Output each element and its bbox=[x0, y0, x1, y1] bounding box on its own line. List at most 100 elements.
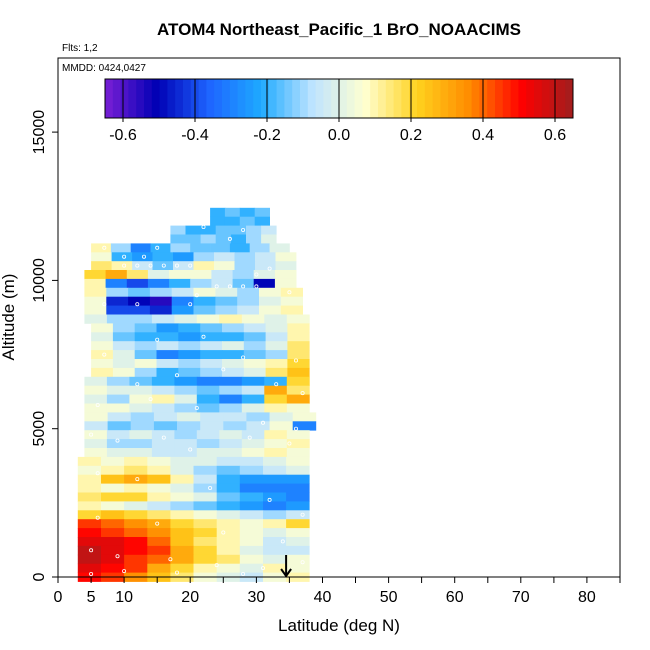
heatmap-cell bbox=[241, 403, 265, 413]
heatmap-cell bbox=[170, 528, 194, 538]
heatmap-cell bbox=[234, 252, 256, 262]
heatmap-cell bbox=[222, 332, 245, 342]
heatmap-cell bbox=[237, 287, 260, 298]
colorbar-swatch bbox=[463, 79, 472, 118]
heatmap-cell bbox=[263, 492, 287, 502]
heatmap-cell bbox=[112, 367, 136, 378]
heatmap-cell bbox=[286, 403, 310, 413]
heatmap-cell bbox=[219, 314, 243, 324]
dates-label: MMDD: 0424,0427 bbox=[62, 63, 146, 74]
heatmap-cell bbox=[101, 563, 125, 573]
heatmap-cell bbox=[263, 456, 287, 467]
heatmap-cell bbox=[91, 359, 114, 369]
sample-point bbox=[122, 254, 127, 259]
sample-point bbox=[260, 420, 265, 425]
x-tick-label: 60 bbox=[446, 589, 464, 606]
heatmap-cell bbox=[216, 483, 241, 493]
heatmap-cell bbox=[216, 510, 241, 520]
heatmap-cell bbox=[243, 367, 266, 378]
heatmap-cell bbox=[129, 376, 153, 387]
heatmap-cell bbox=[196, 376, 220, 387]
heatmap-cell bbox=[246, 225, 262, 235]
heatmap-cell bbox=[170, 474, 194, 484]
sample-point bbox=[89, 572, 94, 577]
heatmap-cell bbox=[214, 252, 235, 262]
heatmap-cell bbox=[124, 483, 148, 493]
heatmap-cell bbox=[152, 261, 174, 271]
heatmap-cell bbox=[193, 483, 217, 493]
flights-label: Flts: 1,2 bbox=[62, 43, 98, 54]
x-tick-label: 10 bbox=[115, 589, 133, 606]
heatmap-cell bbox=[269, 412, 294, 422]
colorbar-swatch bbox=[417, 79, 426, 118]
y-tick-label: 0 bbox=[31, 572, 48, 581]
sample-point bbox=[194, 293, 199, 298]
heatmap-cell bbox=[239, 510, 264, 520]
sample-point bbox=[293, 426, 298, 431]
sample-point bbox=[241, 227, 246, 232]
heatmap-cell bbox=[111, 261, 133, 271]
heatmap-cell bbox=[84, 412, 108, 422]
heatmap-cell bbox=[219, 376, 243, 387]
heatmap-cell bbox=[170, 243, 191, 253]
colorbar-swatch bbox=[292, 79, 301, 118]
heatmap-cell bbox=[200, 350, 223, 360]
colorbar-tick-label: -0.6 bbox=[109, 127, 137, 144]
heatmap-cell bbox=[286, 554, 310, 565]
colorbar-swatch bbox=[424, 79, 433, 118]
heatmap-cell bbox=[77, 554, 102, 565]
heatmap-cell bbox=[269, 243, 290, 253]
heatmap-cell bbox=[215, 287, 238, 298]
heatmap-cell bbox=[111, 252, 133, 262]
heatmap-cell bbox=[156, 359, 179, 369]
heatmap-cell bbox=[124, 554, 148, 565]
heatmap-cell bbox=[264, 430, 288, 440]
sample-point bbox=[188, 302, 193, 307]
heatmap-cell bbox=[215, 225, 232, 235]
heatmap-cell bbox=[171, 305, 194, 315]
sample-point bbox=[174, 570, 179, 575]
colorbar-swatch bbox=[331, 79, 340, 118]
colorbar-swatch bbox=[136, 79, 145, 118]
x-axis: 0 5 10 20 30 40 50 60 70 80 bbox=[54, 577, 621, 606]
colorbar-swatch bbox=[144, 79, 153, 118]
heatmap-cell bbox=[106, 376, 130, 387]
heatmap-cell bbox=[147, 545, 171, 556]
heatmap-cell bbox=[222, 350, 245, 360]
colorbar-swatch bbox=[370, 79, 379, 118]
heatmap-cell bbox=[264, 448, 288, 458]
heatmap-cell bbox=[274, 278, 297, 289]
heatmap-cell bbox=[264, 439, 288, 449]
heatmap-cell bbox=[265, 367, 288, 378]
heatmap-cell bbox=[200, 225, 217, 235]
heatmap-cell bbox=[219, 430, 243, 440]
heatmap-cell bbox=[124, 465, 148, 476]
colorbar: -0.6 -0.4 -0.2 0.0 0.2 0.4 0.6 bbox=[104, 78, 574, 144]
colorbar-swatch bbox=[526, 79, 535, 118]
sample-point bbox=[135, 382, 140, 387]
heatmap-cell bbox=[190, 278, 212, 289]
heatmap-cell bbox=[101, 510, 125, 520]
heatmap-cell bbox=[287, 367, 310, 378]
heatmap-cell bbox=[234, 261, 256, 271]
colorbar-swatch bbox=[229, 79, 238, 118]
heatmap-cell bbox=[84, 421, 108, 431]
colorbar-swatch bbox=[315, 79, 324, 118]
heatmap-cell bbox=[239, 501, 264, 511]
heatmap-cell bbox=[77, 474, 102, 484]
heatmap-cell bbox=[210, 216, 226, 226]
sample-point bbox=[274, 382, 279, 387]
sample-point bbox=[161, 263, 166, 268]
heatmap-cell bbox=[77, 501, 102, 511]
sample-point bbox=[260, 566, 265, 571]
colorbar-swatch bbox=[167, 79, 176, 118]
heatmap-cell bbox=[174, 430, 198, 440]
heatmap-cell bbox=[134, 332, 157, 342]
colorbar-swatch bbox=[245, 79, 254, 118]
heatmap-cell bbox=[124, 456, 148, 467]
heatmap-cell bbox=[107, 421, 132, 431]
heatmap-cell bbox=[156, 350, 179, 360]
y-axis-label: Altitude (m) bbox=[0, 274, 18, 361]
heatmap-cell bbox=[196, 394, 220, 404]
